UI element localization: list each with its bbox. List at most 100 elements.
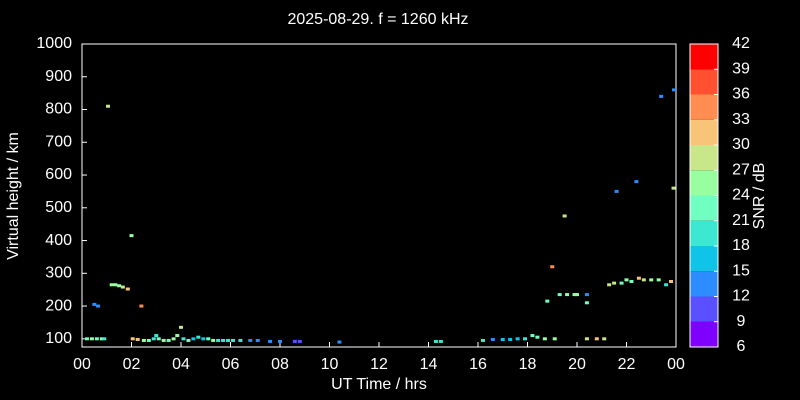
data-point xyxy=(672,88,676,92)
y-tick-label: 500 xyxy=(45,199,72,216)
data-point xyxy=(659,94,664,98)
colorbar-tick-label: 30 xyxy=(732,136,750,153)
data-point xyxy=(186,338,191,342)
data-point xyxy=(196,335,201,339)
x-tick-label: 22 xyxy=(618,356,636,373)
data-point xyxy=(125,287,130,291)
data-point xyxy=(216,338,221,342)
data-point xyxy=(619,281,624,285)
data-point xyxy=(671,186,676,190)
x-tick-label: 02 xyxy=(123,356,141,373)
data-point xyxy=(602,337,607,341)
colorbar-band xyxy=(690,195,718,221)
data-point xyxy=(84,337,89,341)
data-point xyxy=(129,234,134,238)
data-point xyxy=(171,337,176,341)
colorbar-band xyxy=(690,119,718,145)
data-point xyxy=(557,293,562,297)
colorbar-band xyxy=(690,145,718,171)
colorbar-tick-label: 9 xyxy=(737,313,746,330)
data-point xyxy=(179,325,183,329)
x-axis-label: UT Time / hrs xyxy=(331,376,427,393)
data-point xyxy=(614,189,619,193)
data-point xyxy=(109,283,114,287)
colorbar-tick-label: 12 xyxy=(732,288,750,305)
data-point xyxy=(584,301,589,305)
data-point xyxy=(135,337,140,341)
data-point xyxy=(530,334,535,338)
y-tick-label: 300 xyxy=(45,265,72,282)
data-point xyxy=(117,284,122,288)
data-point xyxy=(584,293,589,297)
data-point xyxy=(490,337,495,341)
data-point xyxy=(130,337,135,341)
data-point xyxy=(221,338,226,342)
y-tick-label: 200 xyxy=(45,297,72,314)
data-point xyxy=(607,283,612,287)
colorbar-tick-label: 6 xyxy=(737,338,746,355)
x-tick-label: 12 xyxy=(370,356,388,373)
data-point xyxy=(141,338,146,342)
data-point xyxy=(139,304,144,308)
data-point xyxy=(226,338,231,342)
colorbar-band xyxy=(690,170,718,196)
data-point xyxy=(151,337,156,341)
data-point xyxy=(649,278,654,282)
data-point xyxy=(636,276,641,280)
data-point xyxy=(230,338,235,342)
data-point xyxy=(175,334,180,338)
data-point xyxy=(629,279,634,283)
colorbar-band xyxy=(690,94,718,120)
data-point xyxy=(433,339,438,343)
data-point xyxy=(438,339,443,343)
colorbar-tick-label: 24 xyxy=(732,187,750,204)
data-point xyxy=(594,337,599,341)
data-point xyxy=(562,214,567,218)
colorbar-tick-label: 21 xyxy=(732,212,750,229)
data-point xyxy=(337,340,342,344)
data-point xyxy=(545,299,550,303)
data-point xyxy=(572,293,577,297)
data-point xyxy=(99,337,104,341)
y-tick-label: 400 xyxy=(45,232,72,249)
data-point xyxy=(669,279,674,283)
data-point xyxy=(278,339,282,343)
data-point xyxy=(535,335,540,339)
x-tick-label: 14 xyxy=(420,356,438,373)
data-point xyxy=(206,337,211,341)
data-point xyxy=(96,304,101,308)
y-tick-label: 700 xyxy=(45,133,72,150)
data-point xyxy=(161,338,166,342)
colorbar-tick-label: 15 xyxy=(732,262,750,279)
data-point xyxy=(89,337,94,341)
colorbar-band xyxy=(690,220,718,246)
colorbar-label: SNR / dB xyxy=(751,163,768,230)
x-tick-label: 08 xyxy=(271,356,289,373)
data-point xyxy=(255,338,260,342)
x-tick-label: 00 xyxy=(73,356,91,373)
y-axis-label: Virtual height / km xyxy=(5,132,22,260)
x-tick-label: 00 xyxy=(667,356,685,373)
colorbar-tick-label: 42 xyxy=(732,35,750,52)
data-point xyxy=(641,278,646,282)
data-point xyxy=(612,281,617,285)
x-tick-label: 04 xyxy=(172,356,190,373)
colorbar-band xyxy=(690,271,718,297)
data-point xyxy=(113,283,118,287)
y-tick-label: 100 xyxy=(45,330,72,347)
x-tick-label: 20 xyxy=(568,356,586,373)
data-point xyxy=(656,278,661,282)
data-point xyxy=(191,337,196,341)
colorbar-band xyxy=(690,69,718,95)
data-point xyxy=(584,337,589,341)
data-point xyxy=(480,338,485,342)
data-point xyxy=(238,338,243,342)
y-tick-label: 1000 xyxy=(36,35,72,52)
colorbar-band xyxy=(690,246,718,272)
colorbar-tick-label: 33 xyxy=(732,111,750,128)
data-point xyxy=(92,302,97,306)
data-point xyxy=(201,337,206,341)
data-point xyxy=(624,278,629,282)
